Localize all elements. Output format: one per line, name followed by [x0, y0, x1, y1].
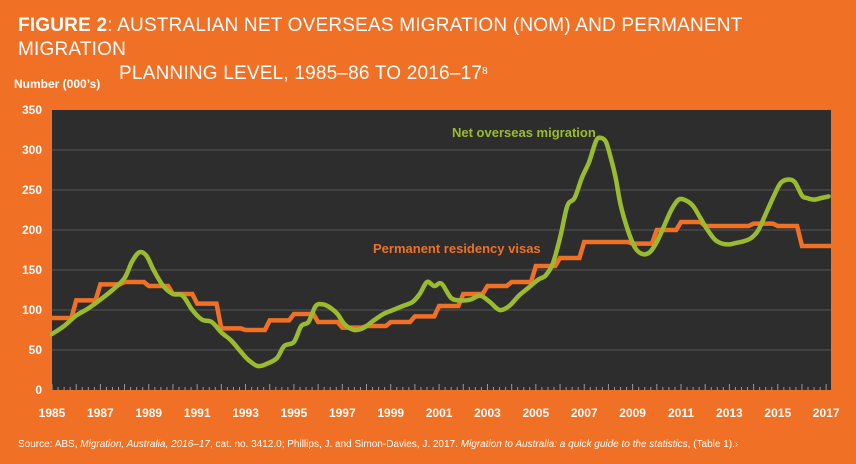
x-tick-label: 1997 — [329, 406, 356, 420]
source-pub2: Migration to Australia: a quick guide to… — [460, 439, 688, 450]
y-tick-label: 250 — [22, 183, 42, 197]
series-line-net-overseas-migration — [49, 135, 831, 369]
x-tick-label: 2003 — [474, 406, 501, 420]
series-line-permanent-residency-visas — [52, 219, 831, 333]
figure-label: FIGURE 2 — [18, 15, 108, 36]
x-tick-label: 2013 — [716, 406, 743, 420]
x-tick-label: 2011 — [668, 406, 694, 420]
y-tick-label: 50 — [29, 343, 43, 357]
x-tick-label: 1999 — [377, 406, 404, 420]
x-tick-label: 2001 — [426, 406, 453, 420]
x-tick-label: 1987 — [87, 406, 114, 420]
x-tick-label: 1991 — [184, 406, 211, 420]
source-suffix: , (Table 1).› — [687, 439, 739, 450]
title-footnote: 8 — [482, 66, 488, 77]
y-axis-label: Number (000’s) — [14, 77, 101, 91]
chart-title: FIGURE 2: AUSTRALIAN NET OVERSEAS MIGRAT… — [18, 14, 848, 86]
source-prefix: Source: ABS, — [18, 439, 81, 450]
x-tick-label: 2007 — [571, 406, 598, 420]
source-pub1: Migration, Australia, 2016–17 — [80, 439, 210, 450]
title-line2-text: PLANNING LEVEL, 1985–86 TO 2016–17 — [119, 63, 483, 84]
annotation-permanent-residency-visas: Permanent residency visas — [373, 241, 541, 256]
y-tick-label: 150 — [22, 263, 42, 277]
x-tick-label: 2015 — [764, 406, 791, 420]
x-tick-label: 2005 — [522, 406, 549, 420]
y-tick-label: 300 — [22, 143, 42, 157]
x-tick-label: 1989 — [135, 406, 162, 420]
x-tick-label: 1985 — [39, 406, 66, 420]
plot-area — [52, 110, 831, 390]
y-tick-label: 100 — [22, 303, 42, 317]
y-tick-label: 350 — [22, 103, 42, 117]
source-note: Source: ABS, Migration, Australia, 2016–… — [18, 439, 848, 450]
y-tick-label: 200 — [22, 223, 42, 237]
annotation-net-overseas-migration: Net overseas migration — [452, 125, 596, 140]
title-line2: PLANNING LEVEL, 1985–86 TO 2016–178 — [18, 62, 848, 86]
x-tick-label: 2009 — [619, 406, 646, 420]
x-tick-label: 2017 — [813, 406, 840, 420]
x-tick-label: 1993 — [232, 406, 259, 420]
x-tick-label: 1995 — [281, 406, 308, 420]
title-line1: : AUSTRALIAN NET OVERSEAS MIGRATION (NOM… — [18, 15, 743, 60]
source-mid: , cat. no. 3412.0; Phillips, J. and Simo… — [209, 439, 461, 450]
y-tick-label: 0 — [35, 383, 42, 397]
